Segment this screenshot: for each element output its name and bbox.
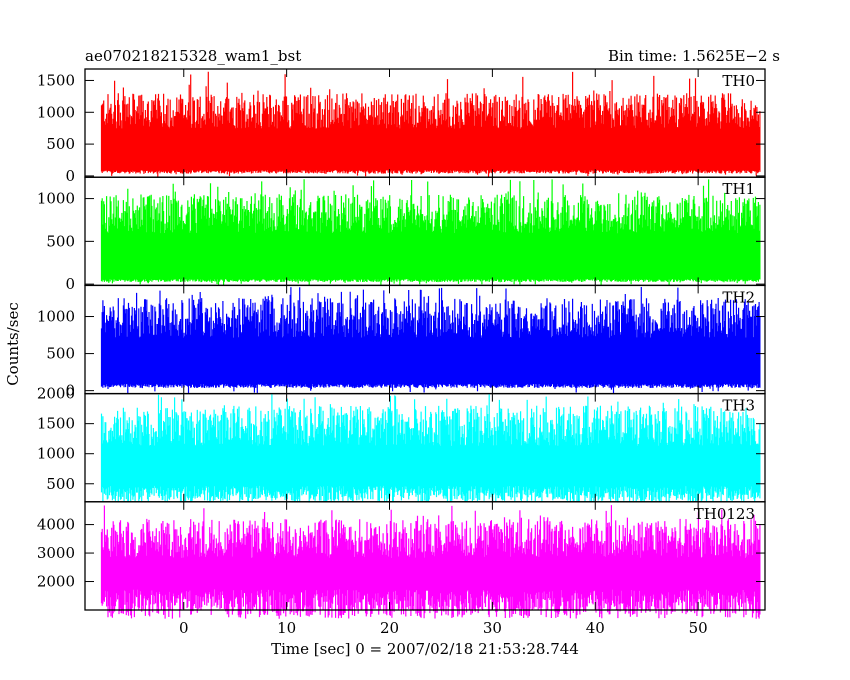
x-tick-label-0: 0 xyxy=(179,619,189,637)
panel-frame-th0123 xyxy=(84,501,766,611)
y-tick-label-th3-500: 500 xyxy=(46,475,75,493)
x-tick-label-30: 30 xyxy=(483,619,502,637)
y-tick-label-th1-500: 500 xyxy=(46,232,75,250)
y-tick-label-th0123-3000: 3000 xyxy=(37,544,75,562)
panel-th3: 500 1000 1500 2000 TH3 xyxy=(37,385,766,503)
series-th1-line xyxy=(100,179,761,286)
panel-label-th2: TH2 xyxy=(722,288,755,306)
series-th3-line xyxy=(100,394,761,503)
x-tick-label-50: 50 xyxy=(689,619,708,637)
panel-th2: 0 500 1000 TH2 xyxy=(37,284,766,400)
y-tick-label-th2-1000: 1000 xyxy=(37,308,75,326)
panel-label-th0123: TH0123 xyxy=(694,505,755,523)
panel-label-th3: TH3 xyxy=(722,397,755,415)
y-tick-label-th0-0: 0 xyxy=(65,167,75,185)
panel-th0: 0 500 1000 1500 TH0 xyxy=(37,68,766,185)
y-axis-label: Counts/sec xyxy=(4,302,22,386)
panel-label-th1: TH1 xyxy=(722,180,755,198)
y-tick-label-th3-1500: 1500 xyxy=(37,415,75,433)
panel-th0123: 2000 3000 4000 TH0123 xyxy=(37,501,766,619)
y-tick-label-th0-1000: 1000 xyxy=(37,103,75,121)
series-th0-line xyxy=(100,71,761,177)
y-tick-label-th0-1500: 1500 xyxy=(37,71,75,89)
x-tick-label-10: 10 xyxy=(277,619,296,637)
y-tick-label-th1-1000: 1000 xyxy=(37,190,75,208)
y-tick-label-th0-500: 500 xyxy=(46,135,75,153)
panel-th1: 0 500 1000 TH1 xyxy=(37,176,766,293)
y-tick-label-th1-0: 0 xyxy=(65,275,75,293)
y-tick-label-th3-2000: 2000 xyxy=(37,385,75,403)
x-tick-label-20: 20 xyxy=(380,619,399,637)
series-th2-line xyxy=(100,287,761,394)
panel-label-th0: TH0 xyxy=(722,72,755,90)
y-tick-label-th2-0: 0 xyxy=(65,382,75,400)
y-tick-label-th3-1000: 1000 xyxy=(37,445,75,463)
header-left-title: ae070218215328_wam1_bst xyxy=(85,47,301,65)
y-tick-label-th0123-4000: 4000 xyxy=(37,516,75,534)
x-tick-label-40: 40 xyxy=(586,619,605,637)
x-axis-label: Time [sec] 0 = 2007/02/18 21:53:28.744 xyxy=(271,640,579,658)
header-right-title: Bin time: 1.5625E−2 s xyxy=(608,47,780,65)
series-th0123-line xyxy=(100,505,761,619)
y-tick-label-th2-500: 500 xyxy=(46,345,75,363)
y-tick-label-th0123-2000: 2000 xyxy=(37,573,75,591)
